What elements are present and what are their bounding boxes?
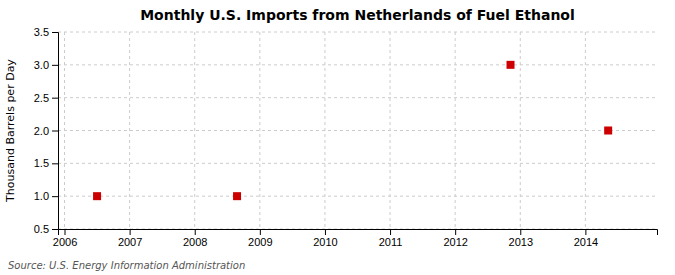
x-tick: 2006 — [53, 229, 77, 248]
grid-line-y — [58, 64, 657, 65]
x-tick-label: 2014 — [574, 236, 598, 248]
y-tick-label: 3.0 — [34, 59, 49, 71]
grid-line-y — [58, 130, 657, 131]
x-tick-mark — [520, 229, 521, 235]
x-tick-label: 2006 — [53, 236, 77, 248]
x-tick: 2014 — [574, 229, 598, 248]
x-tick-mark — [390, 229, 391, 235]
y-tick-label: 0.5 — [34, 223, 49, 235]
x-axis-line — [59, 230, 658, 236]
x-tick: 2009 — [248, 229, 272, 248]
y-axis-title: Thousand Barrels per Day — [4, 59, 17, 203]
x-tick-label: 2011 — [379, 236, 403, 248]
y-axis: 0.5 1.0 1.5 2.0 2.5 3.0 3.5 — [34, 26, 59, 235]
x-tick-label: 2010 — [313, 236, 337, 248]
y-tick: 3.0 — [34, 59, 58, 71]
annotation: Source: U.S. Energy Information Administ… — [8, 260, 245, 271]
y-tick: 2.5 — [34, 92, 58, 104]
y-tick-mark — [52, 229, 58, 230]
title: Monthly U.S. Imports from Netherlands of… — [140, 7, 575, 23]
grid-line-y — [58, 196, 657, 197]
x-tick-mark — [455, 229, 456, 235]
grid-line-x — [259, 32, 260, 229]
y-tick-label: 2.5 — [34, 92, 49, 104]
x-axis: 2006 2007 2008 2009 2010 2011 2012 2013 2014 — [53, 229, 658, 248]
y-tick-mark — [52, 196, 58, 197]
grid-line-y — [58, 97, 657, 98]
x-tick-mark — [195, 229, 196, 235]
y-tick-label: 3.5 — [34, 26, 49, 38]
x-tick-mark — [585, 229, 586, 235]
point — [507, 61, 515, 69]
x-tick-label: 2013 — [509, 236, 533, 248]
point — [604, 127, 612, 135]
y-tick: 2.0 — [34, 125, 58, 137]
grid — [58, 32, 657, 229]
x-tick: 2010 — [313, 229, 337, 248]
x-tick-mark — [260, 229, 261, 235]
x-tick-label: 2008 — [183, 236, 207, 248]
y-tick-label: 2.0 — [34, 125, 49, 137]
x-tick-label: 2007 — [118, 236, 142, 248]
points — [93, 61, 612, 200]
x-tick: 2007 — [118, 229, 142, 248]
grid-line-y — [58, 32, 657, 33]
x-tick: 2008 — [183, 229, 207, 248]
y-tick-mark — [52, 163, 58, 164]
y-tick-mark — [52, 65, 58, 66]
y-tick: 1.0 — [34, 190, 58, 202]
x-tick-label: 2009 — [248, 236, 272, 248]
y-tick: 3.5 — [34, 26, 58, 38]
y-tick-mark — [52, 98, 58, 99]
y-tick-mark — [52, 32, 58, 33]
grid-line-x — [194, 32, 195, 229]
chart: 2006 2007 2008 2009 2010 2011 2012 2013 2014 0.5 1… — [0, 0, 675, 275]
y-tick-label: 1.0 — [34, 190, 49, 202]
x-tick-label: 2012 — [443, 236, 467, 248]
x-tick: 2011 — [379, 229, 403, 248]
grid-line-x — [129, 32, 130, 229]
point — [93, 192, 101, 200]
y-tick-label: 1.5 — [34, 157, 49, 169]
x-tick-mark — [325, 229, 326, 235]
x-tick: 2013 — [509, 229, 533, 248]
y-tick: 1.5 — [34, 157, 58, 169]
x-tick-mark — [130, 229, 131, 235]
plot-area: 2006 2007 2008 2009 2010 2011 2012 2013 2014 0.5 1… — [34, 26, 658, 248]
point — [233, 192, 241, 200]
y-tick: 0.5 — [34, 223, 58, 235]
x-tick: 2012 — [443, 229, 467, 248]
x-tick-mark — [65, 229, 66, 235]
grid-line-y — [58, 163, 657, 164]
y-tick-mark — [52, 131, 58, 132]
grid-line-x — [585, 32, 586, 229]
y-axis-line — [52, 33, 59, 230]
